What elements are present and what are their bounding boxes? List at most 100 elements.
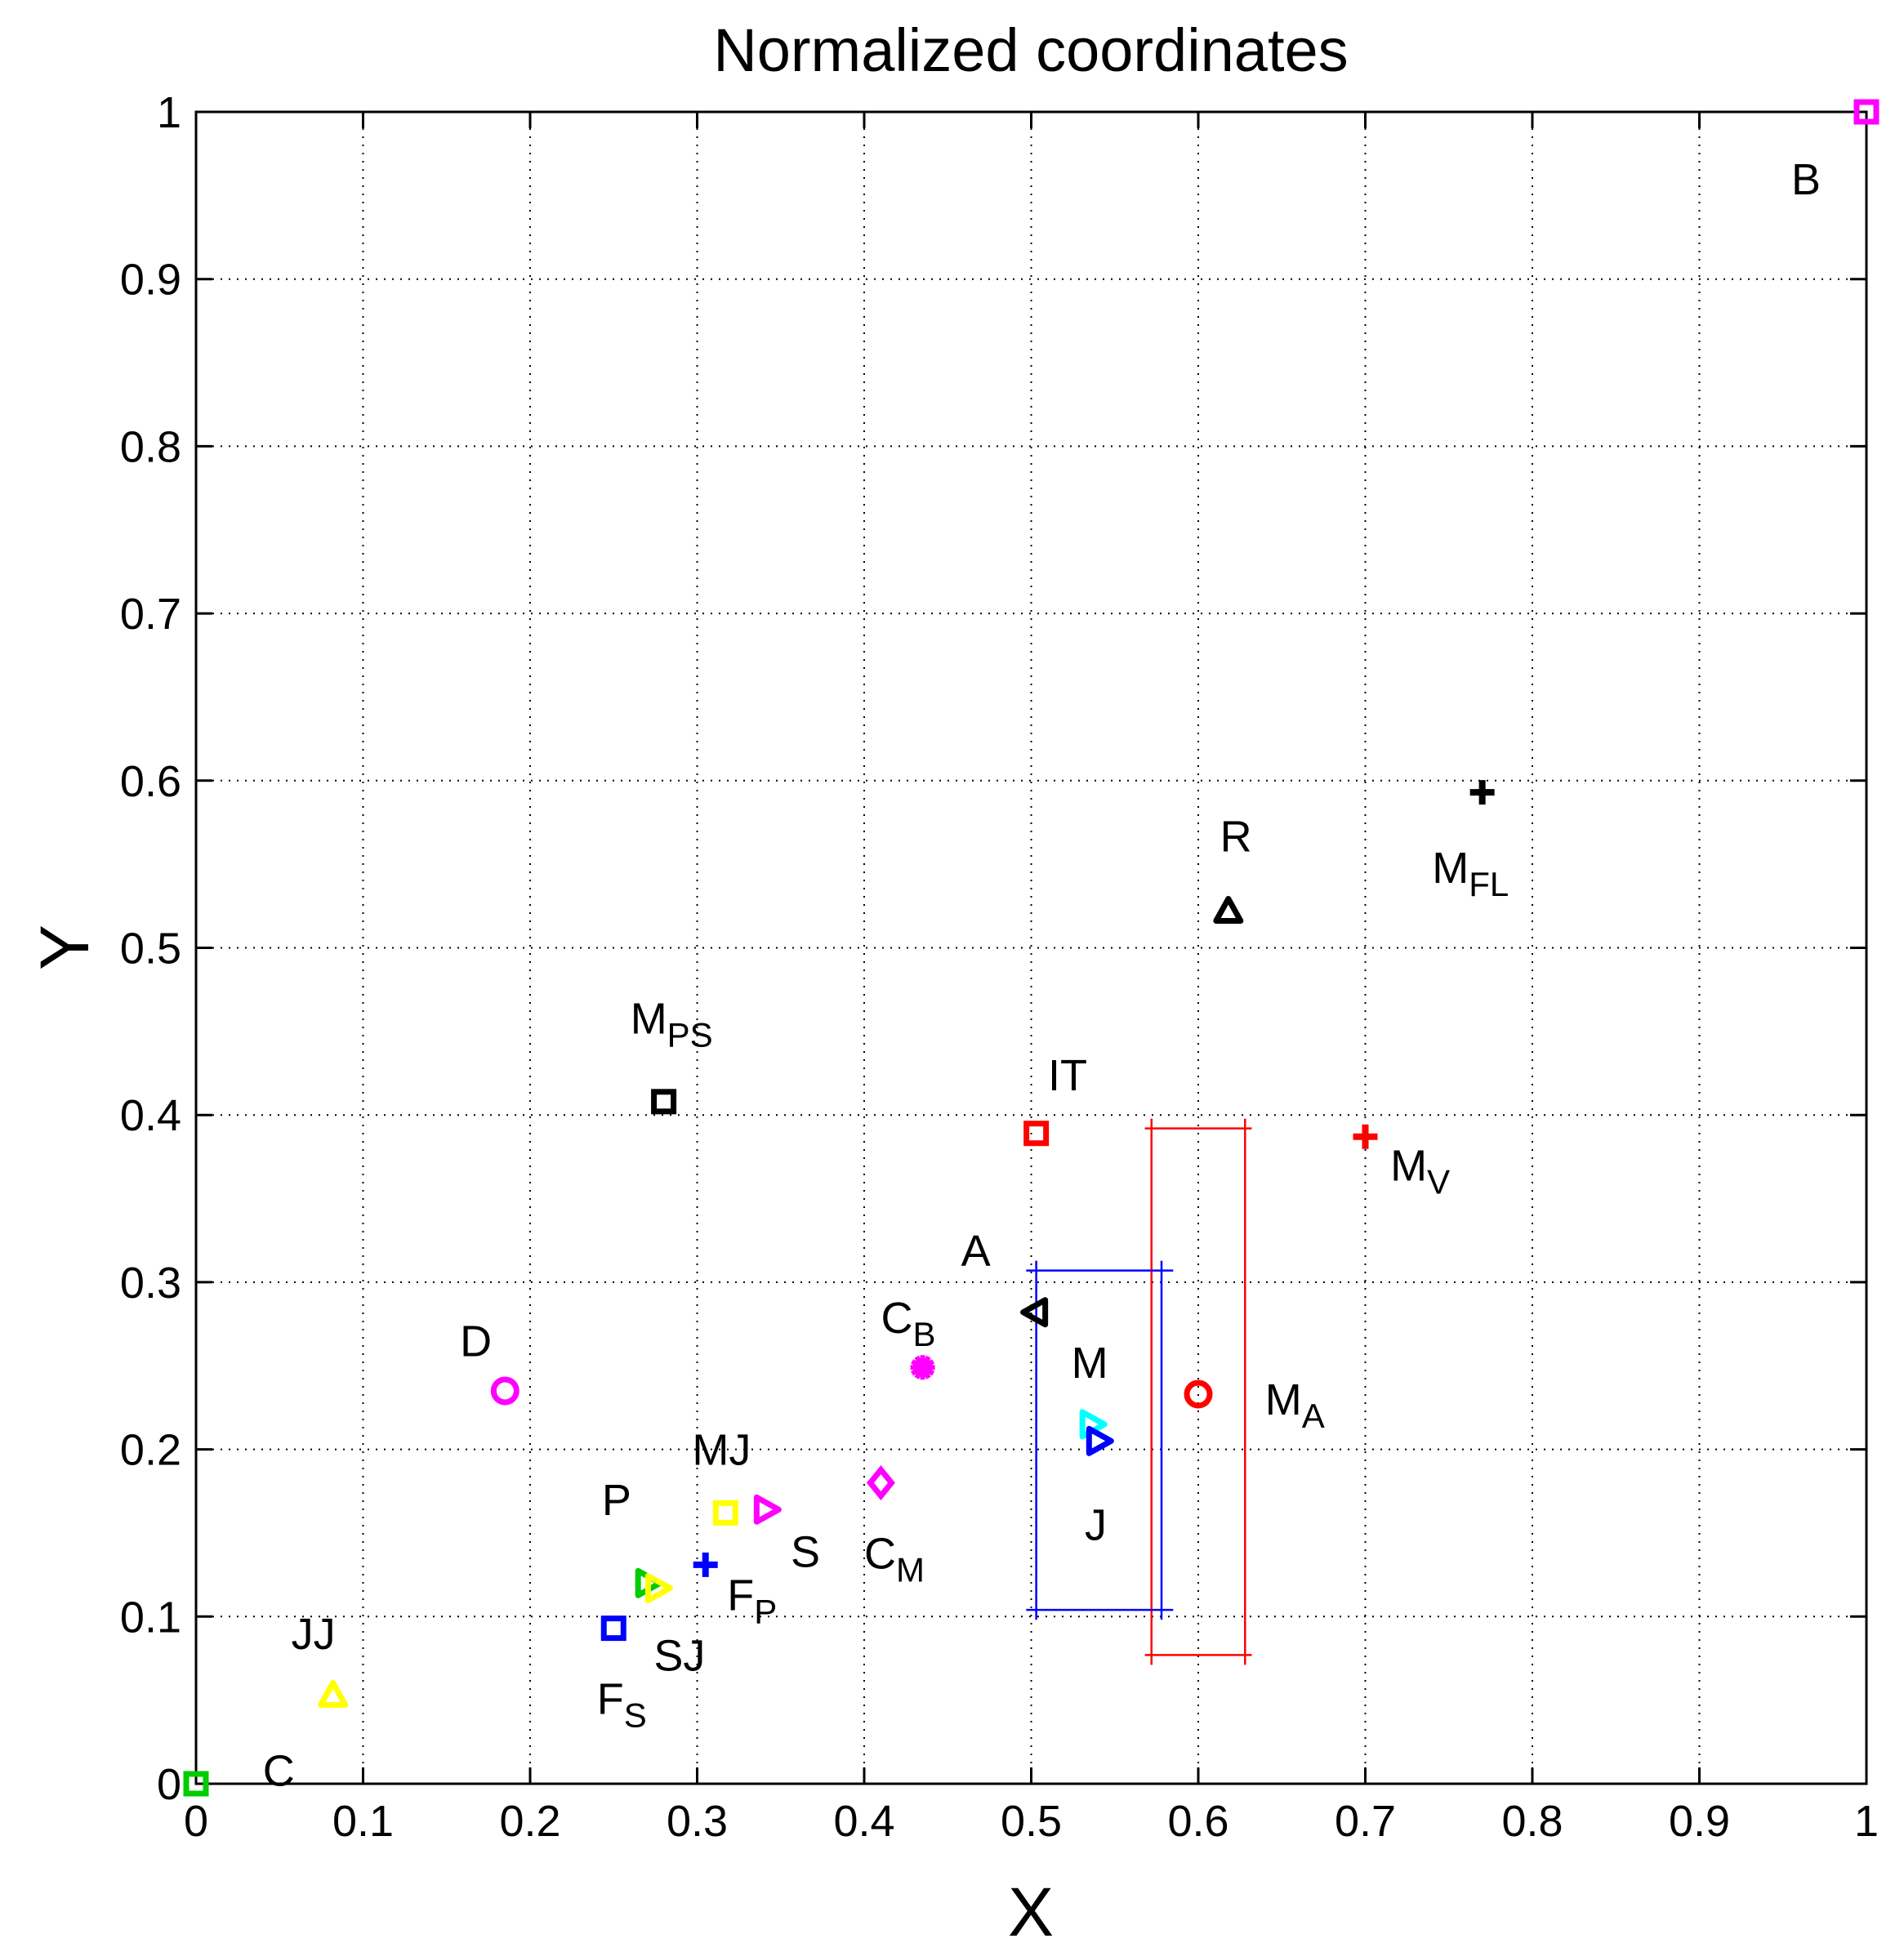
point-label-a: A [961, 1227, 991, 1276]
point-label-text: D [460, 1317, 492, 1366]
axis-ticks: 0 0.1 0.2 0.3 0.4 0.5 0.6 0.7 0.8 0.9 1 0 0.1 0.2 0.3 0… [120, 88, 1879, 1846]
point-b-marker [1853, 99, 1879, 125]
point-label-text: A [961, 1227, 991, 1276]
point-label-text: F [727, 1571, 754, 1620]
point-label-p: P [602, 1476, 631, 1525]
y-tick-label: 0.1 [120, 1593, 181, 1642]
point-cm-marker [866, 1464, 895, 1501]
point-mj-marker [712, 1500, 738, 1526]
point-mps-marker [651, 1089, 677, 1115]
x-axis-label: X [1008, 1874, 1054, 1950]
point-label-text: M [1432, 844, 1469, 893]
point-label-subscript: A [1302, 1397, 1325, 1435]
point-label-text: B [1791, 155, 1821, 204]
x-tick-label: 1 [1854, 1797, 1879, 1846]
point-j-marker [1086, 1425, 1114, 1456]
point-label-text: C [881, 1294, 912, 1343]
point-label-it: IT [1048, 1051, 1087, 1100]
point-label-b: B [1791, 155, 1821, 204]
y-tick-label: 0.4 [120, 1091, 181, 1140]
point-label-d: D [460, 1317, 492, 1366]
point-label-text: M [631, 994, 667, 1043]
point-a-marker [1020, 1297, 1049, 1328]
point-label-cb: CB [881, 1294, 935, 1353]
y-tick-label: 0.8 [120, 422, 181, 471]
data-points [183, 99, 1879, 1797]
point-label-mps: MPS [631, 994, 713, 1054]
y-tick-label: 0 [157, 1760, 181, 1809]
point-label-text: C [263, 1747, 295, 1796]
y-tick-label: 0.7 [120, 590, 181, 639]
point-fs-marker [600, 1616, 626, 1642]
point-label-text: SJ [653, 1631, 705, 1680]
point-label-text: S [791, 1527, 820, 1576]
x-tick-label: 0.3 [667, 1797, 728, 1846]
point-fp-marker [693, 1552, 718, 1577]
point-mv-marker [1353, 1124, 1378, 1149]
chart-title: Normalized coordinates [713, 16, 1348, 84]
point-label-text: J [1085, 1501, 1107, 1550]
x-tick-label: 0.5 [1001, 1797, 1062, 1846]
point-label-text: P [602, 1476, 631, 1525]
point-label-text: M [1265, 1375, 1302, 1424]
point-label-text: C [864, 1530, 896, 1579]
point-label-c: C [263, 1747, 295, 1796]
point-label-m: M [1072, 1339, 1108, 1388]
y-tick-label: 0.5 [120, 925, 181, 974]
point-label-mj: MJ [692, 1426, 751, 1475]
point-label-text: R [1220, 812, 1252, 861]
point-ma-marker [1184, 1379, 1213, 1409]
point-label-r: R [1220, 812, 1252, 861]
point-label-s: S [791, 1527, 820, 1576]
point-label-text: M [1072, 1339, 1108, 1388]
point-cb-marker-center [916, 1361, 930, 1375]
point-sj-marker [644, 1573, 673, 1604]
x-tick-label: 0.1 [332, 1797, 394, 1846]
y-tick-label: 1 [157, 88, 181, 137]
x-tick-label: 0.8 [1501, 1797, 1563, 1846]
point-it-marker [1023, 1121, 1050, 1147]
x-tick-label: 0.7 [1335, 1797, 1396, 1846]
y-tick-label: 0.6 [120, 757, 181, 806]
point-label-subscript: PS [667, 1015, 713, 1054]
y-tick-label: 0.3 [120, 1259, 181, 1308]
point-label-text: M [1390, 1142, 1427, 1191]
point-s-marker [753, 1494, 782, 1525]
point-label-text: F [597, 1675, 624, 1724]
point-label-cm: CM [864, 1530, 925, 1589]
x-tick-label: 0.6 [1167, 1797, 1228, 1846]
point-label-j: J [1085, 1501, 1107, 1550]
y-axis-label: Y [26, 925, 103, 970]
point-label-jj: JJ [292, 1610, 336, 1659]
point-label-mv: MV [1390, 1142, 1450, 1201]
M_A-range-box [1144, 1118, 1252, 1665]
y-tick-label: 0.2 [120, 1426, 181, 1475]
point-label-text: JJ [292, 1610, 336, 1659]
grid-lines [196, 112, 1866, 1784]
point-label-subscript: S [624, 1696, 647, 1735]
point-label-ma: MA [1265, 1375, 1325, 1435]
point-label-subscript: B [912, 1315, 935, 1353]
point-label-text: IT [1048, 1051, 1087, 1100]
point-label-fp: FP [727, 1571, 777, 1631]
x-tick-label: 0.4 [833, 1797, 894, 1846]
point-label-sj: SJ [653, 1631, 705, 1680]
point-d-marker [490, 1376, 519, 1406]
x-tick-label: 0 [184, 1797, 208, 1846]
point-label-text: MJ [692, 1426, 751, 1475]
point-c-marker [183, 1771, 209, 1797]
point-label-subscript: P [754, 1593, 777, 1631]
point-jj-marker [318, 1680, 349, 1709]
point-mfl-marker [1469, 780, 1495, 805]
y-tick-label: 0.9 [120, 256, 181, 305]
point-label-fs: FS [597, 1675, 647, 1735]
point-r-marker [1213, 895, 1244, 924]
x-tick-label: 0.9 [1669, 1797, 1730, 1846]
point-label-mfl: MFL [1432, 844, 1509, 903]
x-tick-label: 0.2 [499, 1797, 560, 1846]
point-label-subscript: V [1427, 1163, 1450, 1201]
point-label-subscript: M [896, 1551, 925, 1589]
